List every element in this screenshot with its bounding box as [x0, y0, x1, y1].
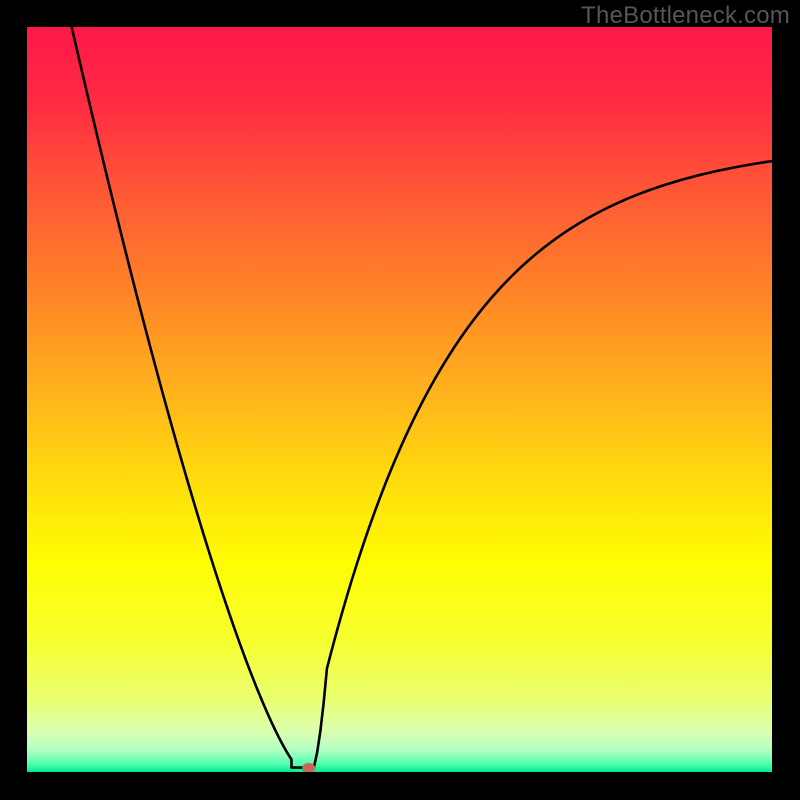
bottleneck-chart	[27, 27, 772, 772]
watermark-text: TheBottleneck.com	[581, 2, 790, 30]
chart-frame: TheBottleneck.com	[0, 0, 800, 800]
gradient-background	[27, 27, 772, 772]
